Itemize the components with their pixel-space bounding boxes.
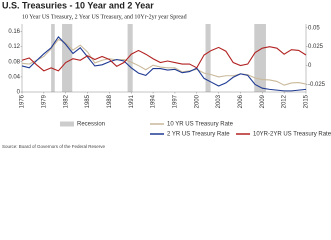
series-line — [21, 38, 307, 86]
y-tick-label: 0.04 — [8, 74, 20, 80]
chart-title: U.S. Treasuries - 10 Year and 2 Year — [2, 0, 154, 10]
y2-tick-label: 0 — [308, 63, 312, 69]
y2-tick-label: 0.05 — [308, 25, 320, 31]
recession-band — [127, 24, 133, 92]
source-note: Source: Board of Governors of the Federa… — [2, 144, 106, 149]
chart: U.S. Treasuries - 10 Year and 2 Year 10 … — [2, 0, 331, 149]
x-tick-label: 2000 — [194, 94, 200, 108]
recession-band — [254, 24, 266, 92]
y-tick-label: 0 — [17, 90, 21, 96]
recession-band — [205, 24, 211, 92]
legend-label: 2 YR US Treasury Rate — [167, 132, 230, 138]
y-tick-label: 0.08 — [8, 59, 20, 65]
recession-band — [62, 24, 73, 92]
chart-subtitle: 10 Year US Treasury, 2 Year US Treasury,… — [22, 14, 187, 20]
x-tick-label: 2012 — [282, 94, 288, 108]
x-tick-label: 1994 — [151, 94, 157, 108]
x-tick-label: 1991 — [129, 94, 135, 108]
x-tick-label: 2003 — [216, 94, 222, 108]
legend-label: 10YR-2YR US Treasury Rate — [253, 132, 331, 138]
x-tick-label: 2009 — [260, 94, 266, 108]
series-line — [21, 46, 307, 72]
recession-band — [51, 24, 55, 92]
y-tick-label: 0.16 — [8, 29, 20, 35]
y2-tick-label: -0.025 — [308, 82, 326, 88]
y-tick-label: 0.12 — [8, 44, 20, 50]
x-tick-label: 1997 — [173, 94, 179, 108]
x-tick-label: 1982 — [63, 94, 69, 108]
legend-label: 10 YR US Treasury Rate — [167, 122, 234, 128]
x-tick-label: 1985 — [85, 94, 91, 108]
x-tick-label: 1976 — [20, 94, 26, 108]
y2-tick-label: 0.025 — [308, 44, 324, 50]
legend-swatch — [60, 121, 74, 127]
legend-label: Recession — [77, 122, 105, 128]
x-tick-label: 1988 — [107, 94, 113, 108]
x-tick-label: 2006 — [238, 94, 244, 108]
x-tick-label: 2015 — [304, 94, 310, 108]
x-tick-label: 1979 — [41, 94, 47, 108]
series-line — [21, 35, 307, 92]
